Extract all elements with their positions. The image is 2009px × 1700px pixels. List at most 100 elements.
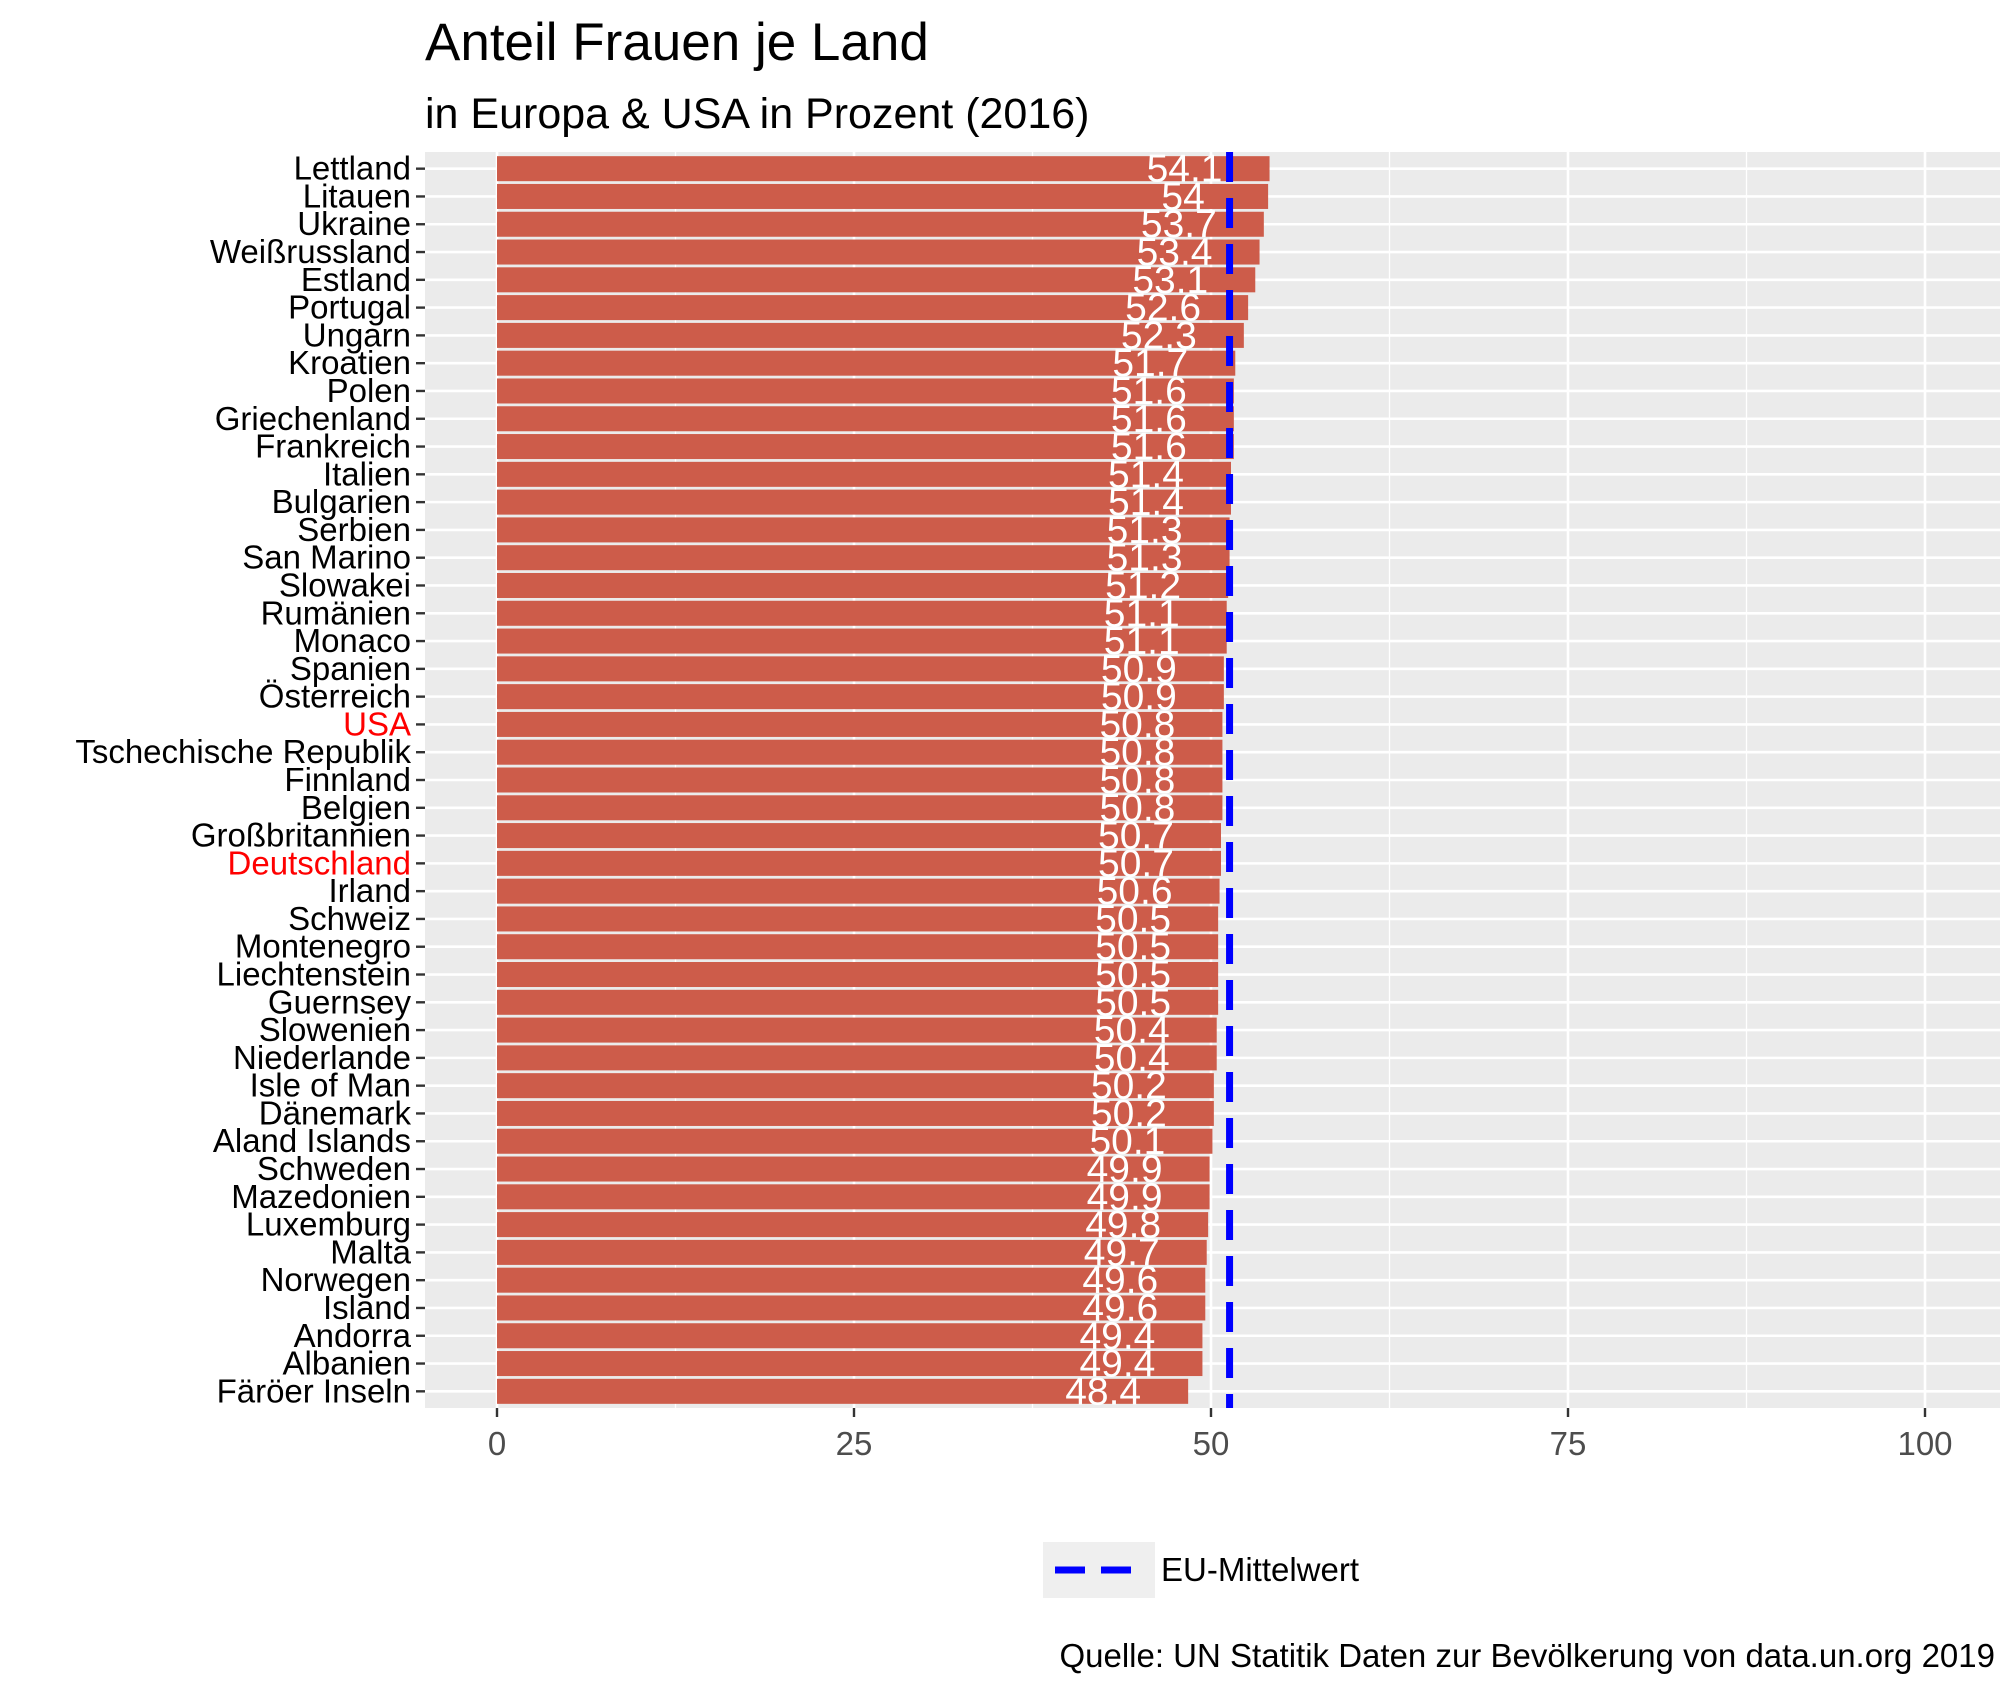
data-label: 50.2	[1091, 1092, 1167, 1135]
bar	[497, 406, 1234, 432]
legend-label: EU-Mittelwert	[1161, 1551, 1360, 1588]
data-label: 49.8	[1085, 1204, 1161, 1247]
data-label: 50.8	[1099, 731, 1175, 774]
data-label: 50.5	[1095, 926, 1171, 969]
category-label: Norwegen	[261, 1261, 411, 1298]
data-label: 49.7	[1084, 1231, 1160, 1274]
bar	[497, 600, 1227, 626]
data-label: 50.2	[1091, 1065, 1167, 1108]
bar	[497, 378, 1234, 404]
category-label: Guernsey	[268, 983, 412, 1020]
category-label: USA	[343, 705, 411, 742]
bar	[497, 572, 1229, 598]
bar	[497, 1045, 1217, 1071]
data-label: 49.6	[1082, 1287, 1158, 1330]
data-label: 51.4	[1108, 453, 1184, 496]
data-label: 50.5	[1095, 954, 1171, 997]
bar	[497, 934, 1219, 960]
data-label: 50.4	[1094, 1009, 1170, 1052]
bar	[497, 156, 1270, 182]
bar	[497, 1128, 1213, 1154]
data-label: 50.4	[1094, 1037, 1170, 1080]
x-tick-label: 100	[1897, 1425, 1952, 1462]
legend-key-dashed-line	[1043, 1542, 1155, 1598]
data-label: 50.9	[1101, 648, 1177, 691]
bar	[497, 517, 1230, 543]
category-label: Liechtenstein	[217, 956, 411, 993]
bar	[497, 1295, 1206, 1321]
category-label: Färöer Inseln	[217, 1372, 411, 1409]
category-label: Island	[323, 1289, 411, 1326]
data-label: 49.9	[1087, 1148, 1163, 1191]
category-label: Malta	[330, 1233, 411, 1270]
data-label: 49.4	[1079, 1315, 1155, 1358]
bar	[497, 461, 1231, 487]
bar	[497, 1239, 1207, 1265]
bar	[497, 906, 1219, 932]
bar	[497, 545, 1230, 571]
data-label: 50.1	[1089, 1120, 1165, 1163]
data-label: 53.1	[1132, 259, 1208, 302]
bar	[497, 295, 1249, 321]
bar	[497, 1017, 1217, 1043]
category-label: Isle of Man	[250, 1067, 411, 1104]
category-label: Luxemburg	[246, 1206, 411, 1243]
bar	[497, 434, 1234, 460]
bar	[497, 628, 1227, 654]
category-label: Ungarn	[303, 316, 411, 353]
legend: EU-Mittelwert	[1043, 1542, 1359, 1598]
data-label: 52.3	[1121, 314, 1197, 357]
category-label: Andorra	[294, 1317, 412, 1354]
chart-title: Anteil Frauen je Land	[425, 13, 929, 72]
bar	[497, 267, 1256, 293]
category-label: Rumänien	[261, 594, 411, 631]
x-tick-label: 50	[1193, 1425, 1230, 1462]
category-label: Polen	[327, 372, 411, 409]
category-label: Litauen	[303, 177, 411, 214]
category-label: Griechenland	[215, 400, 411, 437]
category-label: Mazedonien	[231, 1178, 411, 1215]
category-label: Serbien	[297, 511, 411, 548]
data-label: 51.3	[1107, 509, 1183, 552]
source-caption: Quelle: UN Statitik Daten zur Bevölkerun…	[1059, 1637, 1995, 1674]
category-label: Estland	[301, 261, 411, 298]
data-label: 51.6	[1111, 398, 1187, 441]
chart-subtitle: in Europa & USA in Prozent (2016)	[425, 90, 1090, 138]
bar	[497, 489, 1231, 515]
data-label: 50.8	[1099, 787, 1175, 830]
category-label: Frankreich	[255, 428, 411, 465]
bar	[497, 878, 1220, 904]
category-label: Monaco	[294, 622, 411, 659]
category-label: Italien	[323, 455, 411, 492]
data-label: 49.6	[1082, 1259, 1158, 1302]
data-label: 51.1	[1104, 620, 1180, 663]
bar	[497, 795, 1223, 821]
data-label: 53.7	[1141, 203, 1217, 246]
category-label: Slowenien	[259, 1011, 411, 1048]
category-label: Irland	[328, 872, 411, 909]
bar	[497, 322, 1244, 348]
category-label: San Marino	[242, 539, 411, 576]
data-label: 48.4	[1065, 1370, 1141, 1413]
data-label: 49.9	[1087, 1176, 1163, 1219]
data-label: 51.7	[1112, 342, 1188, 385]
data-label: 53.4	[1137, 231, 1213, 274]
category-label: Tschechische Republik	[75, 733, 411, 770]
x-tick-label: 0	[488, 1425, 506, 1462]
category-label: Kroatien	[288, 344, 411, 381]
bar	[497, 684, 1224, 710]
data-label: 50.5	[1095, 981, 1171, 1024]
category-label: Lettland	[294, 150, 411, 187]
category-label: Ukraine	[297, 205, 411, 242]
data-label: 49.4	[1079, 1343, 1155, 1386]
data-label: 51.6	[1111, 426, 1187, 469]
data-label: 51.3	[1107, 537, 1183, 580]
data-label: 50.7	[1098, 815, 1174, 858]
bar	[497, 1184, 1210, 1210]
category-label: Dänemark	[259, 1094, 412, 1131]
category-label: Deutschland	[228, 844, 411, 881]
category-label: Bulgarien	[272, 483, 411, 520]
data-label: 51.1	[1104, 592, 1180, 635]
bar	[497, 656, 1224, 682]
bar	[497, 1323, 1203, 1349]
